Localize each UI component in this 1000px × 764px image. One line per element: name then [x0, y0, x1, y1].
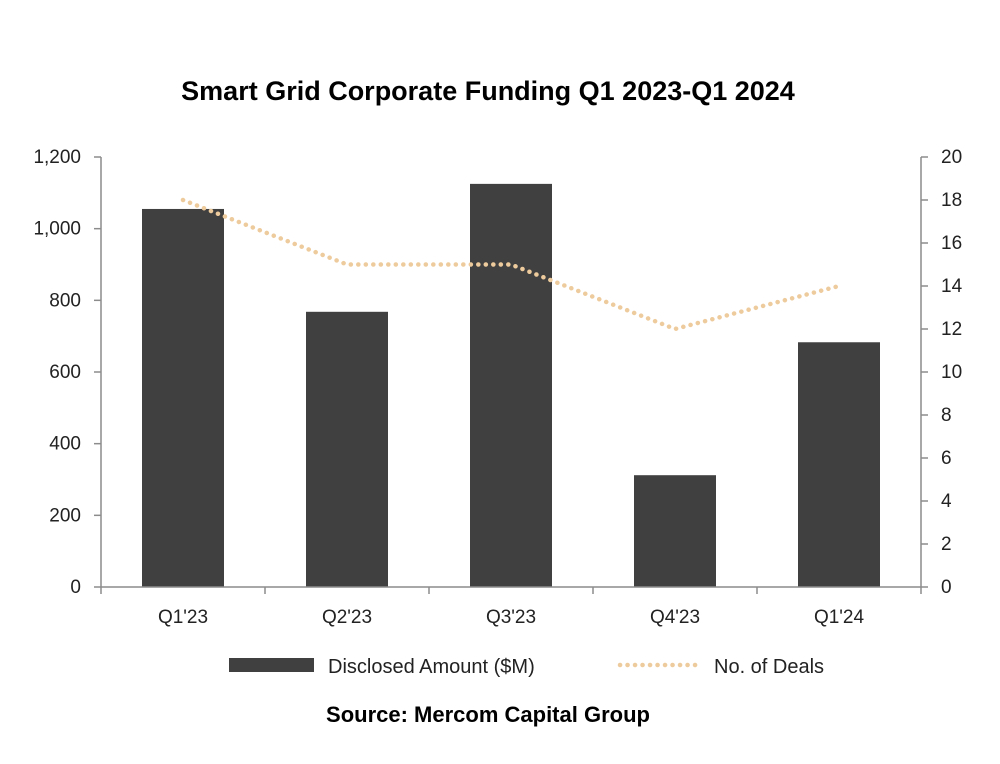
legend-label-bars: Disclosed Amount ($M)	[328, 656, 535, 678]
bar-q124	[798, 342, 880, 587]
source-note: Source: Mercom Capital Group	[326, 702, 650, 727]
x-tick-label: Q1'24	[814, 607, 865, 628]
x-tick-label: Q3'23	[486, 607, 536, 628]
right-tick-label: 12	[941, 319, 962, 340]
x-tick-label: Q2'23	[322, 607, 372, 628]
left-tick-label: 0	[70, 577, 81, 598]
legend: Disclosed Amount ($M) No. of Deals	[229, 656, 824, 678]
right-tick-label: 16	[941, 233, 962, 254]
x-tick-label: Q1'23	[158, 607, 208, 628]
right-axis-ticks: 0 2 4 6 8 10 12 14 16 18 20	[921, 147, 963, 598]
line-series	[180, 197, 842, 332]
bar-q323	[470, 183, 552, 587]
chart-title: Smart Grid Corporate Funding Q1 2023-Q1 …	[181, 76, 795, 106]
right-tick-label: 4	[941, 491, 952, 512]
bar-q123	[142, 208, 224, 588]
left-tick-label: 1,000	[33, 219, 81, 240]
bar-q423	[634, 475, 716, 587]
bar-series	[142, 183, 880, 588]
left-axis-ticks: 0 200 400 600 800 1,000 1,200	[33, 147, 101, 598]
right-tick-label: 14	[941, 276, 963, 297]
left-tick-label: 400	[49, 434, 81, 455]
left-tick-label: 600	[49, 362, 81, 383]
right-tick-label: 2	[941, 534, 952, 555]
right-tick-label: 0	[941, 577, 952, 598]
legend-swatch-bars	[229, 658, 314, 672]
bar-q223	[306, 311, 388, 587]
legend-label-line: No. of Deals	[714, 656, 824, 678]
right-tick-label: 6	[941, 448, 952, 469]
right-tick-label: 20	[941, 147, 962, 168]
x-axis-ticks: Q1'23 Q2'23 Q3'23 Q4'23 Q1'24	[100, 587, 922, 628]
left-tick-label: 1,200	[33, 147, 81, 168]
left-tick-label: 200	[49, 505, 81, 526]
left-tick-label: 800	[49, 290, 81, 311]
right-tick-label: 18	[941, 190, 962, 211]
right-tick-label: 10	[941, 362, 962, 383]
x-tick-label: Q4'23	[650, 607, 700, 628]
right-tick-label: 8	[941, 405, 952, 426]
